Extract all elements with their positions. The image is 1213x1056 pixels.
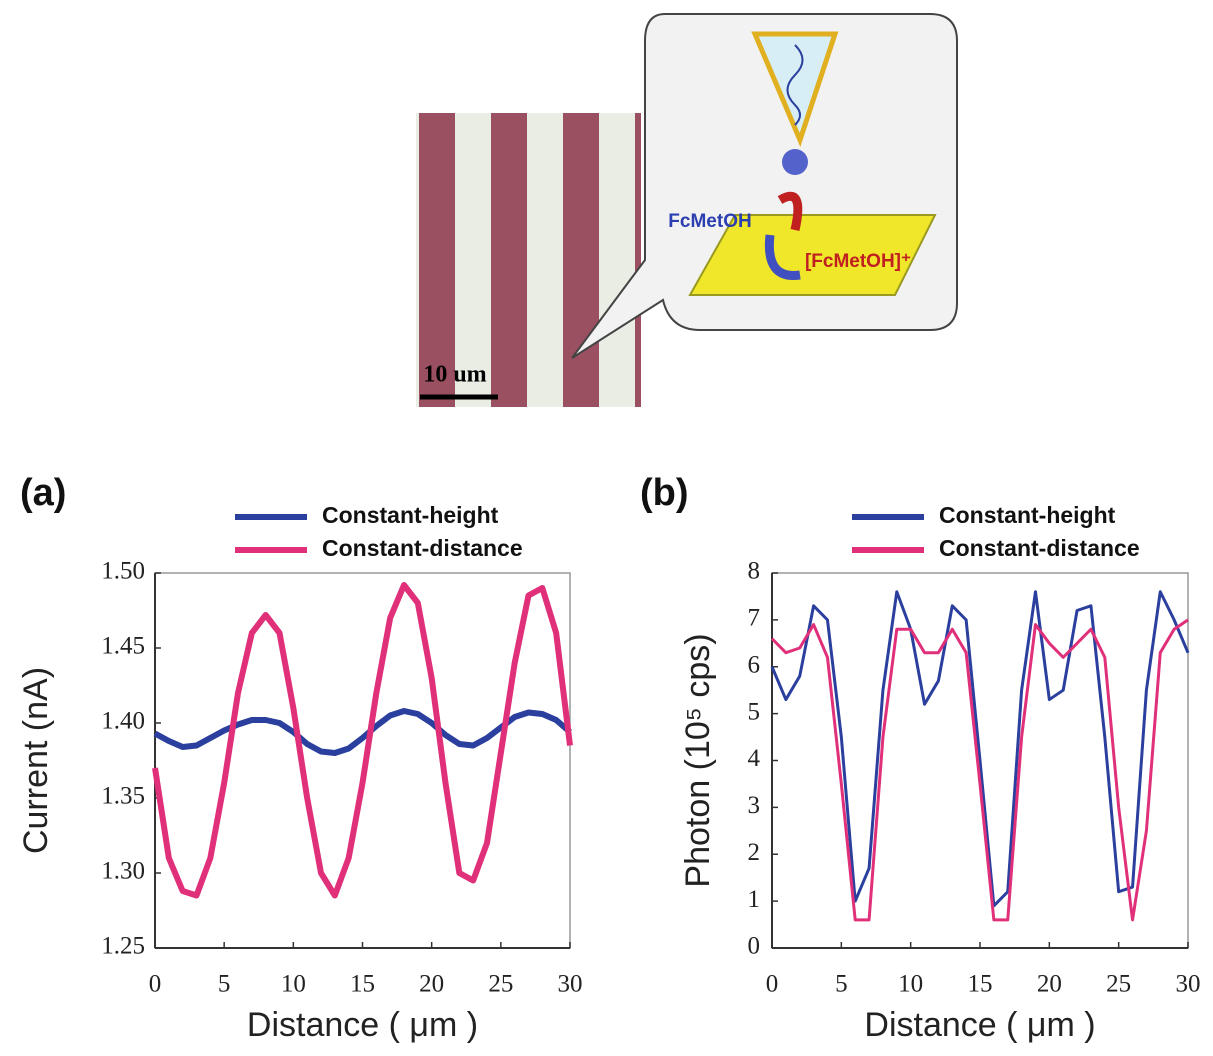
x-tick-label: 0 [149,971,162,998]
y-tick-label: 1.45 [101,633,145,660]
data-line [152,582,573,899]
panel-label: (a) [20,472,66,514]
data-line [770,590,1190,908]
y-tick-label: 0 [748,933,761,960]
oxidation-arrow [777,191,803,231]
y-tick-label: 5 [748,698,761,725]
electrode-surface [688,214,937,296]
chart: (a) 1.25 1.30 1.35 1.40 1.45 1.50 0 5 10 15 20 25 30 D… [17,472,583,1044]
y-tick-label: 1.35 [101,783,145,810]
x-tick-label: 0 [766,971,779,998]
x-tick-label: 10 [898,971,923,998]
legend-label: Constant-height [322,502,499,528]
reactant-label: FcMetOH [668,211,751,232]
y-tick-label: 1.50 [101,558,145,585]
electrode-stripe [563,113,599,407]
x-tick-label: 15 [968,971,993,998]
light-wave [786,44,804,126]
x-tick-label: 15 [350,971,375,998]
x-tick-label: 30 [1176,971,1201,998]
electrode-stripe [419,113,455,407]
x-tick-label: 25 [488,971,513,998]
y-axis-label: Photon (10⁵ cps) [679,633,717,887]
data-line [770,618,1189,922]
y-tick-label: 1 [748,886,761,913]
y-tick-label: 3 [748,792,761,819]
micrograph: 10 um [416,113,641,407]
probe-tip [751,31,839,148]
x-tick-label: 10 [281,971,306,998]
x-tick-label: 30 [558,971,583,998]
legend-label: Constant-distance [322,535,523,561]
y-tick-label: 1.40 [101,708,145,735]
y-axis-label: Current (nA) [17,667,55,854]
x-tick-label: 25 [1106,971,1131,998]
x-tick-label: 5 [218,971,231,998]
chart: (b) 0 1 2 3 4 5 6 7 8 0 5 10 15 20 25 30 Distance ( μm ) P… [640,472,1201,1044]
electrode-stripe [635,113,641,407]
y-tick-label: 1.30 [101,858,145,885]
x-tick-label: 20 [419,971,444,998]
product-label: [FcMetOH]⁺ [805,251,911,272]
y-tick-label: 1.25 [101,933,145,960]
x-axis-label: Distance ( μm ) [864,1006,1095,1044]
scale-bar-label: 10 um [423,362,486,388]
plot-frame [154,572,571,949]
x-tick-label: 20 [1037,971,1062,998]
y-tick-label: 6 [748,651,761,678]
x-axis-label: Distance ( μm ) [247,1006,478,1044]
legend-label: Constant-height [939,502,1116,528]
light-spot [782,149,808,175]
y-tick-label: 4 [748,745,761,772]
panel-label: (b) [640,472,689,514]
schematic-callout: FcMetOH [FcMetOH]⁺ [571,13,958,359]
y-tick-label: 2 [748,839,761,866]
x-tick-label: 5 [835,971,848,998]
y-tick-label: 8 [748,558,761,585]
y-tick-label: 7 [748,605,761,632]
reduction-arrow [764,234,801,280]
data-line [153,708,572,756]
legend-label: Constant-distance [939,535,1140,561]
electrode-stripe [491,113,527,407]
